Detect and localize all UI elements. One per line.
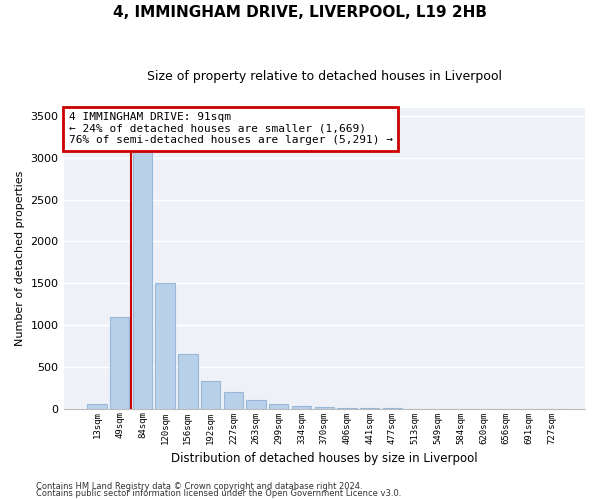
- Bar: [110, 316, 130, 408]
- Bar: [247, 400, 266, 408]
- Y-axis label: Number of detached properties: Number of detached properties: [15, 170, 25, 346]
- Bar: [178, 354, 197, 408]
- Bar: [87, 404, 107, 408]
- Text: Contains public sector information licensed under the Open Government Licence v3: Contains public sector information licen…: [36, 490, 401, 498]
- Bar: [133, 133, 152, 408]
- Bar: [155, 284, 175, 408]
- Bar: [269, 404, 289, 408]
- Title: Size of property relative to detached houses in Liverpool: Size of property relative to detached ho…: [147, 70, 502, 83]
- Text: Contains HM Land Registry data © Crown copyright and database right 2024.: Contains HM Land Registry data © Crown c…: [36, 482, 362, 491]
- Bar: [292, 406, 311, 408]
- Bar: [224, 392, 243, 408]
- Bar: [201, 382, 220, 408]
- X-axis label: Distribution of detached houses by size in Liverpool: Distribution of detached houses by size …: [171, 452, 478, 465]
- Text: 4, IMMINGHAM DRIVE, LIVERPOOL, L19 2HB: 4, IMMINGHAM DRIVE, LIVERPOOL, L19 2HB: [113, 5, 487, 20]
- Text: 4 IMMINGHAM DRIVE: 91sqm
← 24% of detached houses are smaller (1,669)
76% of sem: 4 IMMINGHAM DRIVE: 91sqm ← 24% of detach…: [69, 112, 393, 146]
